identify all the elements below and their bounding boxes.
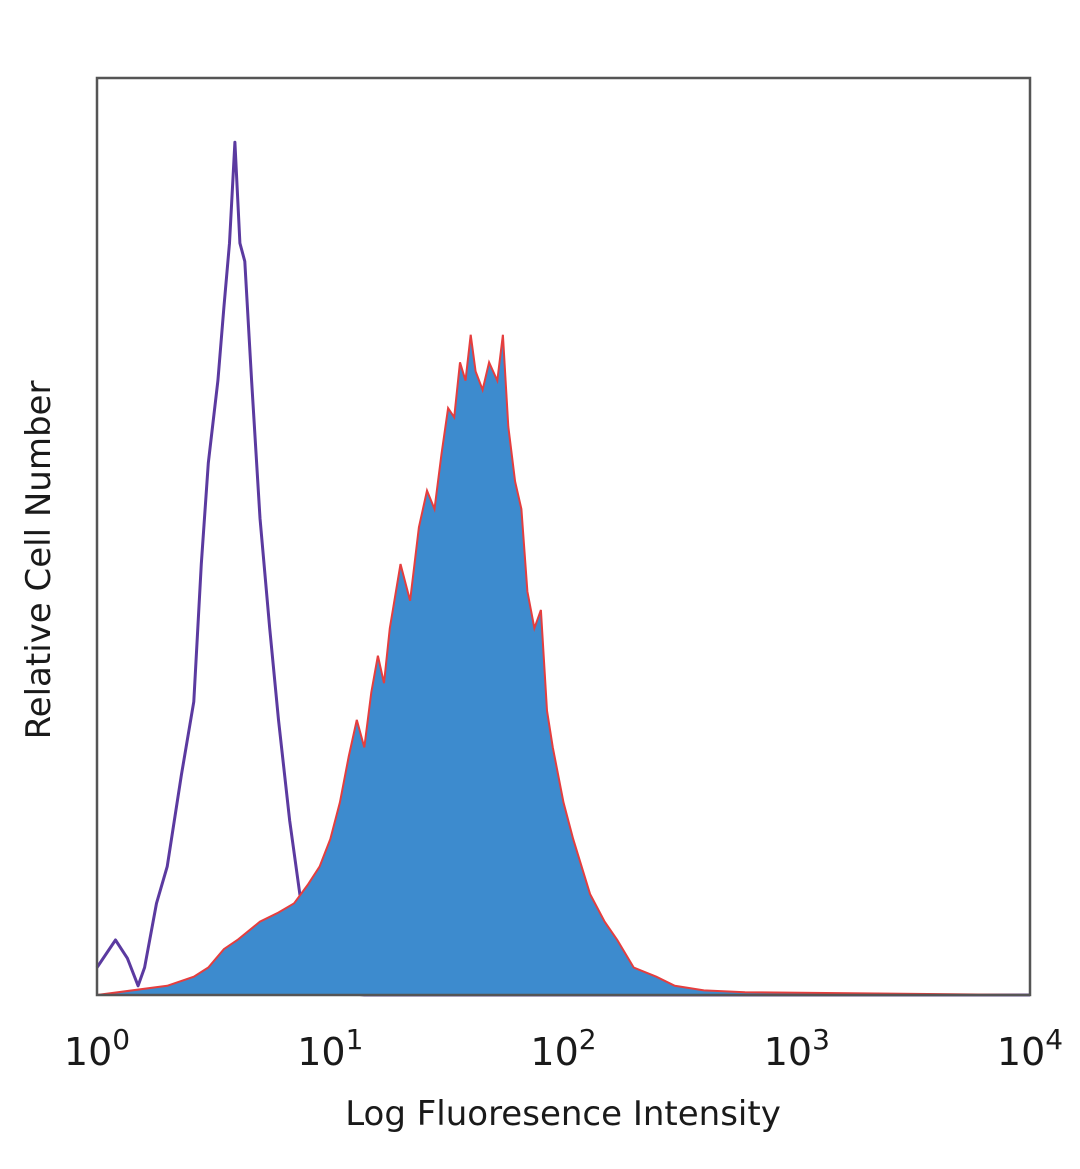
x-tick-label-4: 104 bbox=[997, 1023, 1063, 1074]
x-axis-title: Log Fluoresence Intensity bbox=[345, 1094, 781, 1134]
series-layer bbox=[95, 140, 1031, 997]
series-1-fill bbox=[97, 334, 1030, 995]
x-tick-label-0: 100 bbox=[64, 1023, 130, 1074]
x-tick-labels: 100 101 102 103 104 bbox=[64, 1023, 1063, 1074]
x-tick-label-3: 103 bbox=[764, 1023, 830, 1074]
x-tick-label-1: 101 bbox=[297, 1023, 363, 1074]
series-1-outline bbox=[96, 334, 1031, 996]
plot-frame bbox=[95, 76, 1032, 997]
y-axis-title: Relative Cell Number bbox=[19, 381, 59, 740]
x-tick-label-2: 102 bbox=[530, 1023, 596, 1074]
